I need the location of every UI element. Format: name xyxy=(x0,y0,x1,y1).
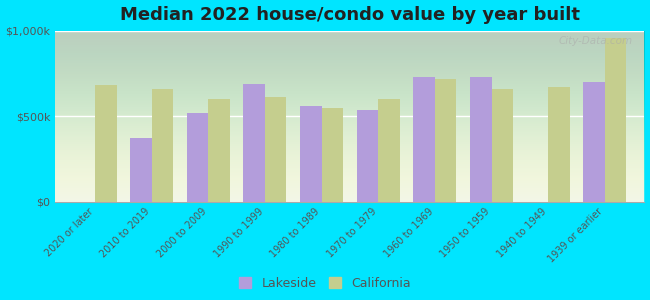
Bar xyxy=(187,113,209,202)
Bar xyxy=(209,99,230,202)
Legend: Lakeside, California: Lakeside, California xyxy=(235,273,415,294)
Bar xyxy=(548,87,569,202)
Text: City-Data.com: City-Data.com xyxy=(558,36,632,46)
Bar xyxy=(491,89,513,202)
Bar xyxy=(413,77,435,202)
Bar xyxy=(435,79,456,202)
Bar xyxy=(95,85,116,202)
Bar xyxy=(130,138,151,202)
Bar xyxy=(604,38,627,202)
Title: Median 2022 house/condo value by year built: Median 2022 house/condo value by year bu… xyxy=(120,6,580,24)
Bar xyxy=(244,84,265,202)
Bar xyxy=(470,77,491,202)
Bar xyxy=(300,106,322,202)
Bar xyxy=(322,108,343,202)
Bar xyxy=(583,82,605,202)
Bar xyxy=(378,99,400,202)
Bar xyxy=(265,97,287,202)
Bar xyxy=(151,89,173,202)
Bar xyxy=(357,110,378,202)
